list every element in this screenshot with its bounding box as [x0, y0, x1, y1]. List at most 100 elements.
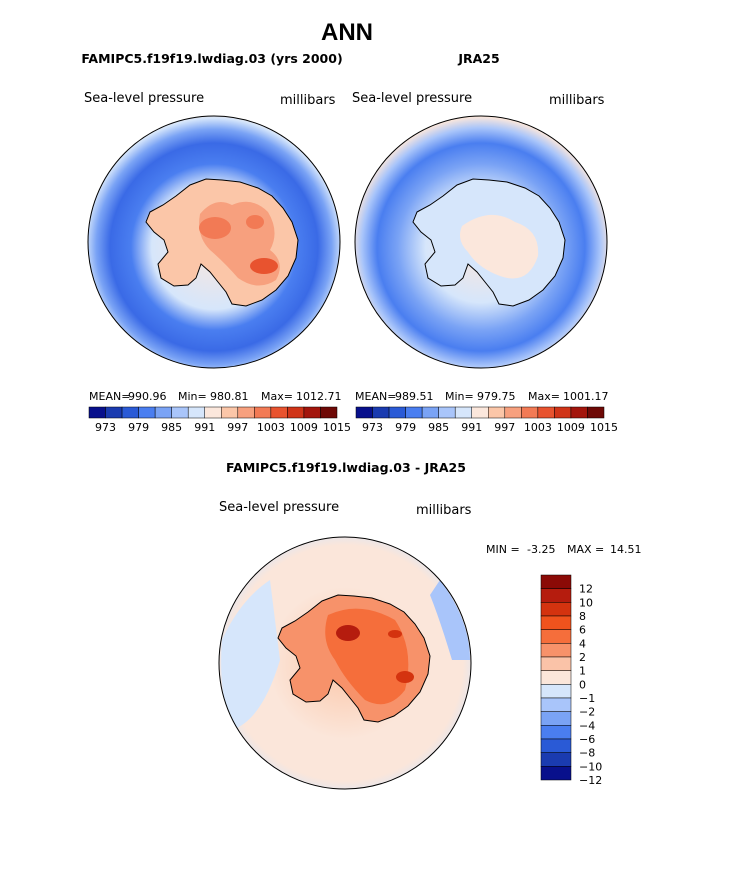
colorbar-tick-label: 1 [579, 665, 586, 678]
colorbar-swatch [105, 406, 123, 419]
colorbar-swatch [187, 406, 205, 419]
panel-diff: FAMIPC5.f19f19.lwdiag.03 - JRA25 Sea-lev… [218, 460, 642, 790]
colorbar-swatch [521, 406, 539, 419]
colorbar-swatch [540, 752, 572, 767]
colorbar-swatch [270, 406, 288, 419]
colorbar-swatch [320, 406, 338, 419]
panel-model-min-label: Min= [178, 390, 207, 403]
figure-title: ANN [321, 19, 373, 46]
colorbar-swatch [372, 406, 390, 419]
panel-model-title: FAMIPC5.f19f19.lwdiag.03 (yrs 2000) [81, 51, 342, 66]
polar-map-diff [219, 537, 471, 789]
colorbar-swatch [570, 406, 588, 419]
colorbar-tick-label: 6 [579, 624, 586, 637]
panel-model-max-value: 1012.71 [296, 390, 342, 403]
colorbar-swatch [540, 615, 572, 630]
panel-model-max-label: Max= [261, 390, 293, 403]
colorbar-swatch [204, 406, 222, 419]
colorbar-swatch [540, 643, 572, 658]
colorbar-swatch [405, 406, 423, 419]
panel-model-mean-label: MEAN= [89, 390, 130, 403]
colorbar-swatch [221, 406, 239, 419]
panel-obs-mean-value: 989.51 [395, 390, 434, 403]
panel-diff-min-value: -3.25 [527, 543, 555, 556]
colorbar-swatch [540, 602, 572, 617]
colorbar-swatch [355, 406, 373, 419]
colorbar-swatch [121, 406, 139, 419]
colorbar-tick-label: 991 [461, 421, 482, 434]
panel-obs-mean-label: MEAN= [355, 390, 396, 403]
colorbar-swatch [388, 406, 406, 419]
panel-obs-variable: Sea-level pressure [352, 91, 472, 106]
panel-obs-title: JRA25 [457, 51, 499, 66]
colorbar-tick-label: 1009 [557, 421, 585, 434]
colorbar-tick-label: 4 [579, 637, 586, 650]
colorbar-swatch [540, 738, 572, 753]
colorbar-tick-label: 973 [95, 421, 116, 434]
panel-obs-min-value: 979.75 [477, 390, 516, 403]
colorbar-swatch [237, 406, 255, 419]
panel-diff-min-label: MIN = [486, 543, 520, 556]
colorbar-tick-label: −6 [579, 733, 595, 746]
colorbar-tick-label: −2 [579, 706, 595, 719]
colorbar-swatch [540, 766, 572, 781]
panel-diff-units: millibars [416, 503, 472, 518]
panel-model-min-value: 980.81 [210, 390, 249, 403]
colorbar-swatch [287, 406, 305, 419]
colorbar-obs: 973 979 985 991 997 1003 1009 1015 [355, 406, 618, 434]
colorbar-swatch [88, 406, 106, 419]
panel-obs-max-label: Max= [528, 390, 560, 403]
colorbar-tick-label: −10 [579, 760, 602, 773]
colorbar-tick-label: 997 [227, 421, 248, 434]
colorbar-swatch [554, 406, 572, 419]
colorbar-swatch [540, 725, 572, 740]
colorbar-tick-label: 991 [194, 421, 215, 434]
colorbar-tick-label: 1015 [323, 421, 351, 434]
colorbar-tick-label: 1003 [524, 421, 552, 434]
panel-diff-variable: Sea-level pressure [219, 500, 339, 515]
colorbar-tick-label: 10 [579, 596, 593, 609]
panel-diff-max-label: MAX = [567, 543, 604, 556]
colorbar-swatch [540, 711, 572, 726]
panel-model-mean-value: 990.96 [128, 390, 167, 403]
colorbar-tick-label: 973 [362, 421, 383, 434]
panel-obs-max-value: 1001.17 [563, 390, 609, 403]
panel-diff-max-value: 14.51 [610, 543, 642, 556]
colorbar-swatch [587, 406, 605, 419]
colorbar-tick-label: −8 [579, 747, 595, 760]
colorbar-tick-label: 985 [161, 421, 182, 434]
colorbar-tick-label: 979 [395, 421, 416, 434]
colorbar-tick-label: 12 [579, 583, 593, 596]
colorbar-tick-label: −4 [579, 719, 595, 732]
panel-diff-title: FAMIPC5.f19f19.lwdiag.03 - JRA25 [226, 460, 466, 475]
colorbar-swatch [254, 406, 272, 419]
colorbar-tick-label: 2 [579, 651, 586, 664]
panel-model: FAMIPC5.f19f19.lwdiag.03 (yrs 2000) Sea-… [81, 51, 351, 434]
colorbar-swatch [303, 406, 321, 419]
colorbar-tick-label: −12 [579, 774, 602, 787]
polar-map-model [88, 116, 340, 368]
colorbar-tick-label: 985 [428, 421, 449, 434]
colorbar-swatch [421, 406, 439, 419]
colorbar-swatch [540, 574, 572, 589]
colorbar-swatch [540, 684, 572, 699]
colorbar-tick-label: 0 [579, 678, 586, 691]
colorbar-swatch [540, 629, 572, 644]
colorbar-swatch [540, 697, 572, 712]
colorbar-swatch [537, 406, 555, 419]
panel-model-units: millibars [280, 93, 336, 108]
colorbar-tick-label: 1009 [290, 421, 318, 434]
colorbar-swatch [540, 588, 572, 603]
colorbar-swatch [454, 406, 472, 419]
panel-obs: JRA25 Sea-level pressure millibars MEAN=… [352, 51, 618, 434]
colorbar-swatch [171, 406, 189, 419]
colorbar-swatch [471, 406, 489, 419]
colorbar-tick-label: 1015 [590, 421, 618, 434]
colorbar-swatch [488, 406, 506, 419]
colorbar-tick-label: 997 [494, 421, 515, 434]
polar-map-obs [355, 116, 607, 368]
colorbar-swatch [438, 406, 456, 419]
colorbar-swatch [540, 670, 572, 685]
